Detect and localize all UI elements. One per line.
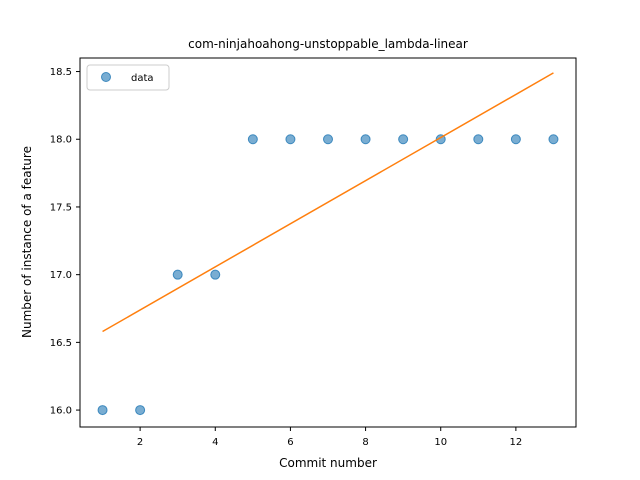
legend-box (86, 64, 170, 91)
data-point (285, 134, 296, 145)
data-point (135, 405, 146, 416)
data-point (172, 269, 183, 280)
data-point (97, 405, 108, 416)
data-point (473, 134, 484, 145)
y-tick-label: 17.0 (50, 270, 72, 281)
x-tick-label: 8 (362, 437, 368, 448)
y-tick-label: 18.5 (50, 67, 72, 78)
y-tick-label: 17.5 (50, 202, 72, 213)
data-point (398, 134, 409, 145)
plot-area (97, 72, 559, 416)
x-axis: 2 4 6 8 10 12 (137, 427, 522, 448)
axes-frame (79, 57, 577, 428)
x-tick-label: 12 (510, 437, 523, 448)
data-point (210, 269, 221, 280)
x-tick-label: 4 (212, 437, 218, 448)
data-point (247, 134, 258, 145)
x-tick-label: 10 (434, 437, 447, 448)
legend-label: data (131, 73, 154, 84)
data-point (360, 134, 371, 145)
y-tick-label: 18.0 (50, 135, 72, 146)
chart-title: com-ninjahoahong-unstoppable_lambda-line… (188, 37, 468, 51)
y-axis: 16.0 16.5 17.0 17.5 18.0 18.5 (50, 67, 80, 417)
data-point (548, 134, 559, 145)
x-tick-label: 6 (287, 437, 293, 448)
x-axis-label: Commit number (279, 456, 377, 470)
x-tick-label: 2 (137, 437, 143, 448)
legend: data (86, 64, 170, 91)
y-axis-label: Number of instance of a feature (20, 146, 34, 338)
data-point (510, 134, 521, 145)
data-point (323, 134, 333, 145)
legend-marker (101, 72, 111, 82)
y-tick-label: 16.0 (50, 406, 72, 417)
y-tick-label: 16.5 (50, 338, 72, 349)
fit-line (102, 72, 554, 333)
